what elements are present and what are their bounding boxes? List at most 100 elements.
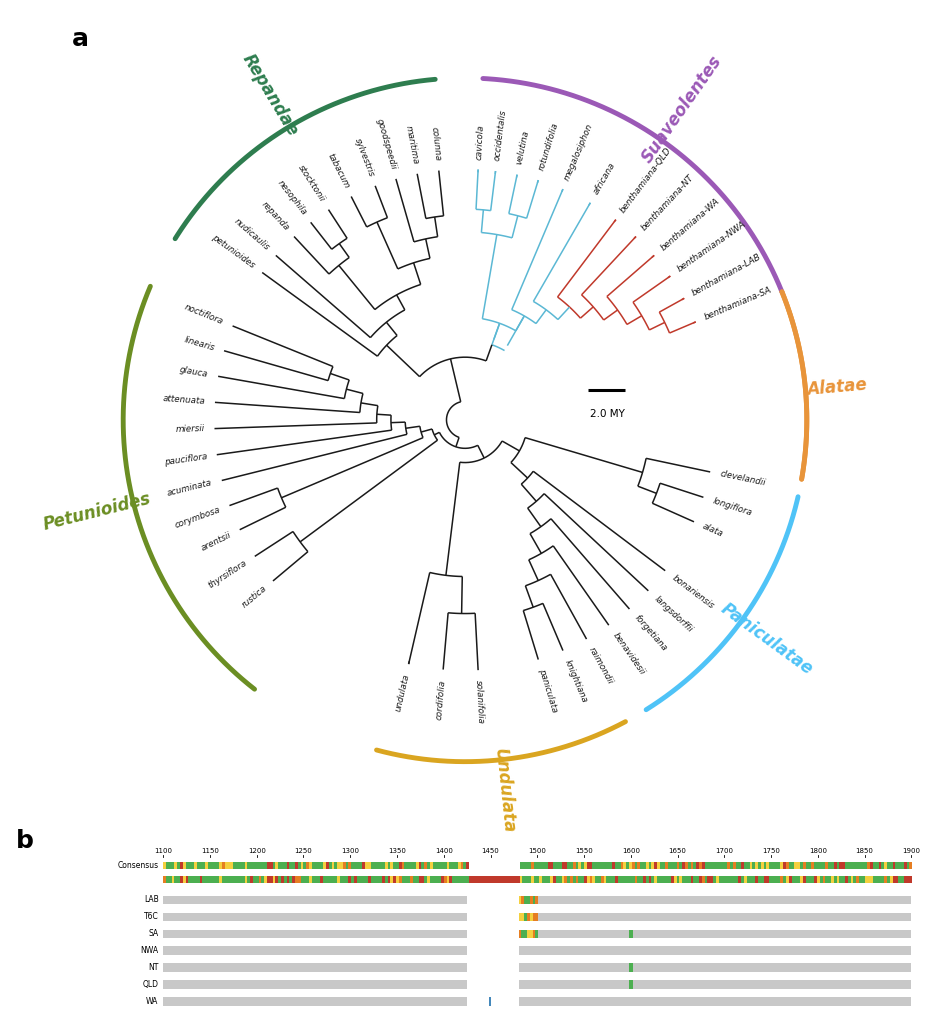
Bar <box>786 876 789 883</box>
Bar <box>606 876 609 883</box>
Bar <box>169 862 172 868</box>
Bar <box>576 876 578 883</box>
Bar <box>163 930 911 938</box>
Bar <box>884 862 887 868</box>
Bar <box>463 876 466 883</box>
Bar <box>328 862 332 868</box>
Text: alata: alata <box>701 522 724 539</box>
Text: Suaveolentes: Suaveolentes <box>639 52 726 167</box>
Bar <box>528 862 531 868</box>
Bar <box>385 862 388 868</box>
Text: Repandae: Repandae <box>238 51 301 139</box>
Text: benthamiana-LAB: benthamiana-LAB <box>691 252 764 297</box>
Bar <box>536 896 538 904</box>
Bar <box>601 876 604 883</box>
Bar <box>405 862 407 868</box>
Bar <box>620 862 623 868</box>
Bar <box>822 876 825 883</box>
Bar <box>578 876 581 883</box>
Bar <box>699 876 702 883</box>
Bar <box>180 876 183 883</box>
Bar <box>514 876 517 883</box>
Bar <box>843 862 845 868</box>
Bar <box>525 912 527 922</box>
Text: paniculata: paniculata <box>537 668 559 714</box>
Bar <box>854 862 857 868</box>
Bar <box>519 896 522 904</box>
Text: langsdorffii: langsdorffii <box>653 594 695 634</box>
Bar <box>371 862 374 868</box>
Bar <box>665 876 668 883</box>
Bar <box>736 862 738 868</box>
Bar <box>772 876 775 883</box>
Bar <box>699 862 702 868</box>
Bar <box>480 876 483 883</box>
Bar <box>396 876 399 883</box>
Bar <box>343 876 346 883</box>
Bar <box>427 876 430 883</box>
Bar <box>536 912 538 922</box>
Bar <box>904 862 907 868</box>
Bar <box>780 876 783 883</box>
Bar <box>189 862 192 868</box>
Bar <box>766 862 769 868</box>
Text: benthamiana-SA: benthamiana-SA <box>703 286 773 323</box>
Text: 1100: 1100 <box>154 848 172 854</box>
Bar <box>865 862 868 868</box>
Bar <box>225 862 228 868</box>
Bar <box>722 876 724 883</box>
Bar <box>623 862 626 868</box>
Bar <box>175 862 178 868</box>
Bar <box>469 876 472 883</box>
Bar <box>292 876 295 883</box>
Bar <box>783 862 786 868</box>
Bar <box>343 862 346 868</box>
Bar <box>828 862 830 868</box>
Text: LAB: LAB <box>144 895 158 904</box>
Text: rustica: rustica <box>240 584 268 609</box>
Bar <box>393 862 396 868</box>
Bar <box>870 876 873 883</box>
Bar <box>163 997 911 1006</box>
Bar <box>186 862 189 868</box>
Bar <box>402 876 405 883</box>
Bar <box>659 862 662 868</box>
Bar <box>278 862 281 868</box>
Bar <box>253 862 256 868</box>
Bar <box>631 876 634 883</box>
Bar <box>643 862 645 868</box>
Bar <box>654 876 657 883</box>
Bar <box>527 930 530 938</box>
Bar <box>851 862 854 868</box>
Bar <box>303 862 306 868</box>
Bar <box>393 876 396 883</box>
Bar <box>303 876 306 883</box>
Bar <box>485 862 488 868</box>
Bar <box>533 930 536 938</box>
Bar <box>830 876 833 883</box>
Bar <box>800 876 803 883</box>
Bar <box>531 876 534 883</box>
Bar <box>637 876 640 883</box>
Bar <box>534 862 537 868</box>
Text: Paniculatae: Paniculatae <box>717 600 817 679</box>
Text: 1250: 1250 <box>295 848 312 854</box>
Bar <box>340 876 343 883</box>
Bar <box>214 876 217 883</box>
Bar <box>488 997 491 1006</box>
Bar <box>910 876 912 883</box>
Bar <box>163 896 911 904</box>
Bar <box>460 876 463 883</box>
Bar <box>657 862 659 868</box>
Bar <box>772 862 775 868</box>
Bar <box>377 876 379 883</box>
Bar <box>537 876 539 883</box>
Bar <box>531 862 534 868</box>
Bar <box>368 862 371 868</box>
Bar <box>738 862 741 868</box>
Bar <box>879 862 882 868</box>
Bar <box>432 876 435 883</box>
Bar <box>634 862 637 868</box>
Bar <box>427 862 430 868</box>
Bar <box>744 862 747 868</box>
